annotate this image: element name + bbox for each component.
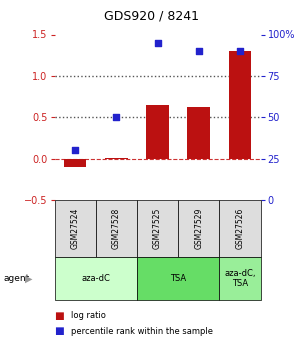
Text: GSM27524: GSM27524 (71, 208, 80, 249)
Text: GSM27528: GSM27528 (112, 208, 121, 249)
Text: GSM27529: GSM27529 (194, 208, 203, 249)
Bar (229, 51, 251, 159)
Bar (105, 158, 128, 159)
Text: ■: ■ (55, 311, 64, 321)
Bar (219, 200, 261, 257)
Point (238, 48, 242, 54)
Text: GSM27526: GSM27526 (235, 208, 245, 249)
Bar (188, 107, 210, 159)
Text: agent: agent (3, 274, 29, 283)
Text: ■: ■ (55, 326, 64, 336)
Bar (55, 200, 96, 257)
Bar (178, 200, 219, 257)
Bar (146, 105, 169, 159)
Bar (137, 200, 178, 257)
Bar (64, 159, 86, 167)
Text: percentile rank within the sample: percentile rank within the sample (71, 327, 213, 336)
Text: aza-dC: aza-dC (81, 274, 110, 283)
Point (114, 115, 119, 120)
Point (155, 40, 160, 46)
Text: GSM27525: GSM27525 (153, 208, 162, 249)
Bar (55, 257, 137, 300)
Point (196, 48, 201, 54)
Text: log ratio: log ratio (71, 311, 106, 320)
Text: aza-dC,
TSA: aza-dC, TSA (224, 269, 256, 288)
Bar (219, 257, 261, 300)
Bar (137, 257, 219, 300)
Bar (96, 200, 137, 257)
Point (73, 148, 78, 153)
Text: GDS920 / 8241: GDS920 / 8241 (104, 9, 199, 22)
Text: ▶: ▶ (25, 274, 32, 284)
Text: TSA: TSA (170, 274, 186, 283)
